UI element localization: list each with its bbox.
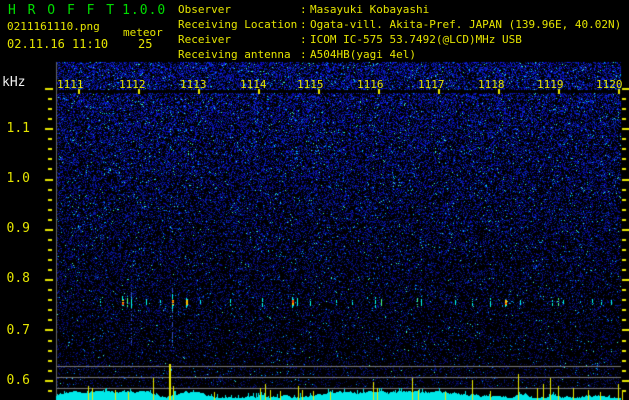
info-row-location: Receiving Location: Ogata-vill. Akita-Pre… [178,18,621,31]
info-separator: : [300,3,307,16]
info-value: Masayuki Kobayashi [310,3,430,16]
output-filename: 0211161110.png [7,20,100,33]
x-tick-label: 1120 [596,78,623,91]
info-value: A504HB(yagi 4el) [310,48,416,61]
info-row-observer: Observer: Masayuki Kobayashi [178,3,429,16]
x-tick-label: 1115 [297,78,324,91]
info-row-antenna: Receiving antenna: A504HB(yagi 4el) [178,48,416,61]
y-axis-unit: kHz [2,75,26,90]
info-row-receiver: Receiver: ICOM IC-575 53.7492(@LCD)MHz US… [178,33,522,46]
x-tick-label: 1116 [357,78,384,91]
app-version: 1.0.0 [122,3,167,18]
app-name: H R O F F T [8,3,117,18]
y-tick-label: 0.7 [6,323,30,338]
echo-count: 25 [138,37,153,51]
mode-label: meteor [123,26,163,39]
y-tick-label: 0.6 [6,373,30,388]
x-tick-label: 1113 [180,78,207,91]
info-label: Observer [178,3,231,16]
info-label: Receiving antenna [178,48,291,61]
x-tick-label: 1119 [537,78,564,91]
x-tick-label: 1112 [119,78,146,91]
info-separator: : [300,33,307,46]
y-tick-label: 0.8 [6,271,30,286]
info-label: Receiving Location [178,18,298,31]
info-separator: : [300,18,307,31]
timestamp: 02.11.16 11:10 [7,37,109,51]
info-separator: : [300,48,307,61]
x-tick-label: 1114 [240,78,267,91]
info-label: Receiver [178,33,231,46]
y-tick-label: 1.0 [6,171,30,186]
x-tick-label: 1111 [57,78,84,91]
x-tick-label: 1118 [478,78,505,91]
x-tick-label: 1117 [418,78,445,91]
y-tick-label: 1.1 [6,121,30,136]
y-tick-label: 0.9 [6,221,30,236]
info-value: Ogata-vill. Akita-Pref. JAPAN (139.96E, … [310,18,622,31]
info-value: ICOM IC-575 53.7492(@LCD)MHz USB [310,33,522,46]
app-title: H R O F F T 1.0.0 [8,3,166,18]
